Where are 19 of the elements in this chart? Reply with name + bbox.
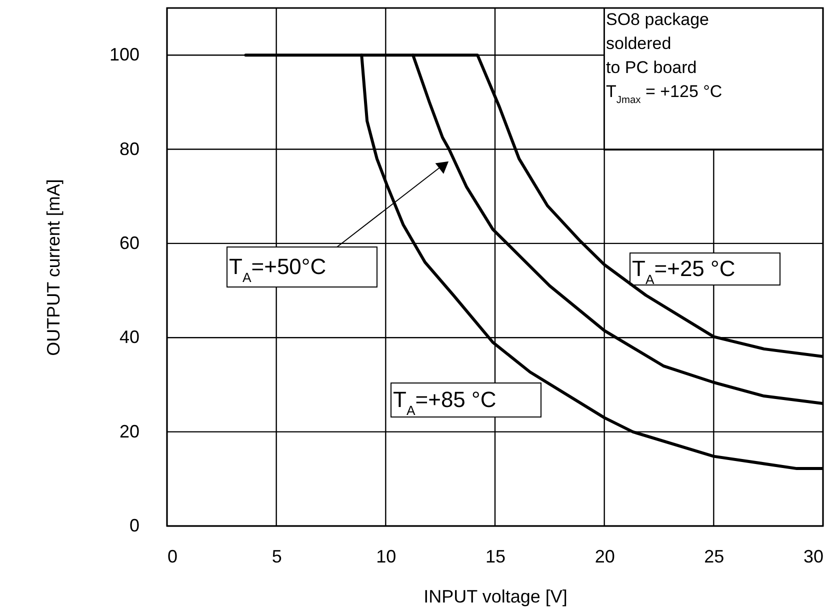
- x-tick-label: 5: [272, 546, 282, 566]
- x-tick-label: 30: [803, 546, 824, 566]
- text: T$_{A}$=+50°C: [229, 254, 326, 284]
- series-label: T$_{A}$=+25 °C: [632, 256, 736, 286]
- x-axis-title: INPUT voltage [V]: [424, 586, 568, 606]
- x-tick-label: 0: [168, 546, 178, 566]
- annotation: SO8 package soldered to PC board T$_{Jmax}$ = +125 °C: [606, 10, 722, 106]
- y-tick-label: 40: [119, 327, 140, 348]
- x-tick-label: 20: [594, 546, 615, 566]
- y-tick-label: 20: [119, 421, 140, 442]
- series-label: T$_{A}$=+85 °C: [393, 387, 496, 418]
- x-tick-label: 15: [485, 546, 506, 566]
- y-tick-label: 80: [119, 138, 140, 159]
- y-axis-title: OUTPUT current [mA]: [43, 179, 64, 356]
- y-tick-label: 100: [109, 44, 140, 65]
- y-tick-label: 0: [129, 516, 140, 536]
- x-tick-label: 10: [376, 546, 396, 566]
- y-tick-label: 60: [119, 232, 140, 253]
- x-tick-label: 25: [704, 546, 724, 566]
